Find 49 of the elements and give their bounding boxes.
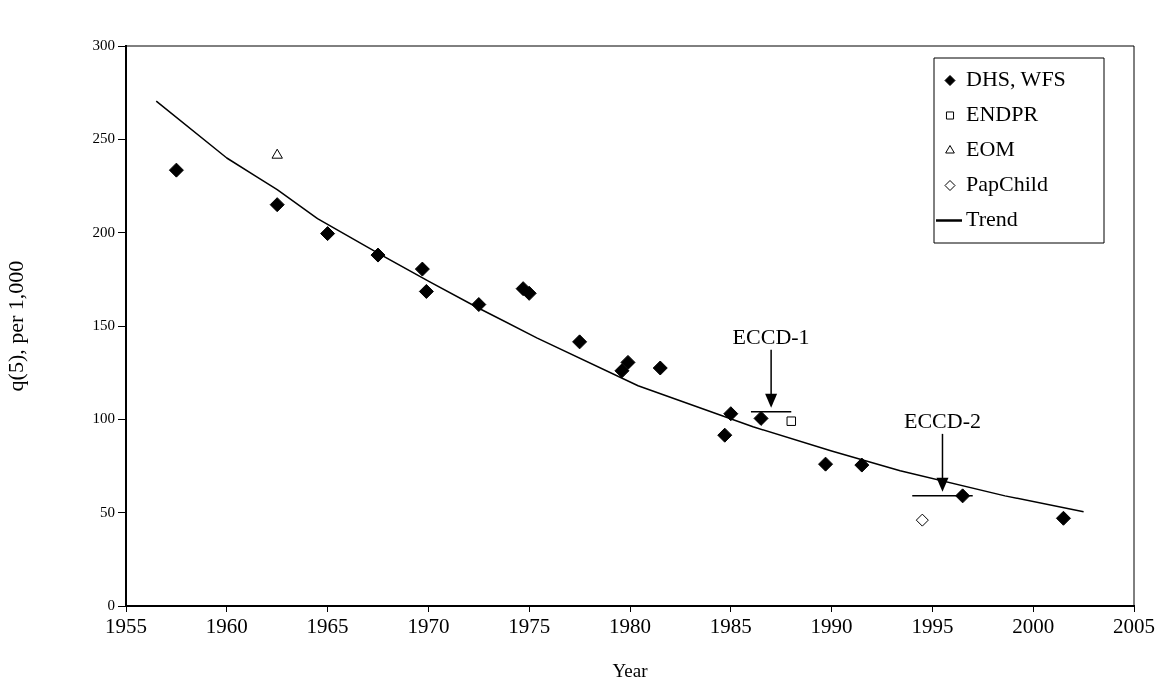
point: [418, 283, 434, 299]
y-tick-label: 250: [92, 130, 115, 147]
legend-label: PapChild: [966, 171, 1048, 197]
point: [1055, 510, 1071, 526]
point: [854, 457, 870, 473]
point: [915, 513, 929, 527]
x-axis-title: Year: [612, 659, 649, 681]
legend-label: EOM: [966, 136, 1015, 162]
y-tick-label: 300: [92, 36, 115, 53]
x-tick-label: 1965: [306, 614, 349, 639]
legend-label: DHS, WFS: [966, 66, 1066, 92]
y-tick-label: 150: [92, 316, 115, 333]
legend-label: Trend: [966, 206, 1018, 232]
point: [168, 162, 184, 178]
y-tick-label: 200: [92, 223, 115, 240]
x-tick-label: 2005: [1113, 614, 1155, 639]
point: [370, 247, 386, 263]
point: [620, 354, 636, 370]
point: [652, 360, 668, 376]
point: [818, 456, 834, 472]
x-tick-label: 1975: [508, 614, 551, 639]
x-tick-label: 2000: [1012, 614, 1055, 639]
point: [271, 148, 283, 159]
x-tick-label: 1970: [407, 614, 450, 639]
point: [320, 226, 336, 242]
point: [614, 363, 630, 379]
point: [723, 406, 739, 422]
point: [717, 427, 733, 443]
x-tick-label: 1960: [205, 614, 248, 639]
x-tick-label: 1955: [105, 614, 147, 639]
point: [414, 261, 430, 277]
point: [269, 197, 285, 213]
annotation: ECCD-2: [903, 407, 981, 433]
y-tick-label: 100: [92, 410, 115, 427]
point: [753, 410, 769, 426]
y-tick-label: 50: [100, 503, 115, 520]
annotation: ECCD-1: [732, 323, 810, 349]
point: [572, 334, 588, 350]
y-tick-label: 0: [107, 596, 115, 613]
x-tick-label: 1980: [609, 614, 651, 639]
x-tick-label: 1985: [709, 614, 752, 639]
point: [786, 416, 797, 426]
legend-label: ENDPR: [966, 101, 1039, 127]
x-tick-label: 1990: [810, 614, 853, 639]
x-tick-label: 1995: [911, 614, 954, 639]
point: [955, 488, 971, 504]
y-axis-title: q(5), per 1,000: [2, 260, 28, 392]
point: [521, 285, 537, 301]
point: [471, 297, 487, 313]
